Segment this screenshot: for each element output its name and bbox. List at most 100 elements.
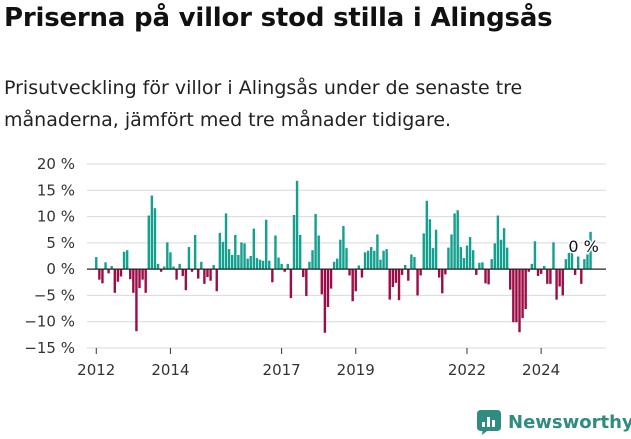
bar bbox=[240, 242, 243, 270]
bar bbox=[490, 259, 493, 270]
page-subtitle: Prisutveckling för villor i Alingsås und… bbox=[4, 77, 523, 131]
bar bbox=[441, 269, 444, 294]
bar bbox=[583, 259, 586, 270]
bar bbox=[153, 208, 157, 270]
bar bbox=[400, 269, 404, 275]
bar bbox=[218, 232, 222, 270]
bar bbox=[496, 215, 500, 270]
bar bbox=[246, 258, 249, 270]
bar bbox=[230, 254, 234, 270]
x-tick-label: 2024 bbox=[522, 361, 560, 379]
bar bbox=[212, 264, 215, 270]
bar bbox=[558, 269, 561, 287]
bar bbox=[138, 269, 141, 289]
bar bbox=[122, 251, 126, 270]
annotations: 0 % bbox=[567, 236, 600, 258]
bar bbox=[425, 200, 429, 270]
bar bbox=[203, 269, 206, 284]
bar bbox=[129, 269, 132, 280]
bar bbox=[345, 248, 348, 270]
bar bbox=[407, 269, 410, 281]
bar bbox=[274, 235, 277, 270]
bar bbox=[339, 239, 342, 270]
bar bbox=[515, 269, 518, 323]
bar bbox=[419, 269, 422, 276]
bar bbox=[193, 234, 197, 270]
x-axis-labels: 2012 2014 2017 2019 2022 2024 bbox=[77, 361, 560, 379]
bar bbox=[280, 263, 283, 270]
bar bbox=[502, 228, 506, 270]
bar bbox=[311, 250, 314, 270]
bar bbox=[172, 266, 175, 270]
bar bbox=[221, 241, 225, 270]
bar bbox=[135, 269, 138, 332]
y-tick-label: −15 % bbox=[24, 339, 75, 357]
y-tick-label: 5 % bbox=[46, 234, 75, 252]
bar bbox=[468, 237, 472, 270]
bar bbox=[200, 261, 203, 270]
bar bbox=[465, 245, 469, 270]
newsworthy-logo-icon bbox=[477, 410, 501, 435]
bar bbox=[434, 229, 438, 270]
bar bbox=[543, 265, 546, 270]
bar bbox=[391, 269, 395, 288]
bar bbox=[224, 213, 228, 270]
bar bbox=[546, 269, 549, 284]
bar bbox=[573, 269, 577, 275]
bar bbox=[119, 269, 123, 277]
bar bbox=[518, 269, 521, 333]
bar bbox=[394, 269, 398, 283]
bar bbox=[370, 247, 373, 270]
bar bbox=[576, 256, 580, 270]
bar bbox=[268, 260, 271, 270]
bar bbox=[243, 243, 246, 270]
x-tick-label: 2022 bbox=[448, 361, 486, 379]
bar bbox=[561, 269, 564, 296]
bar bbox=[187, 247, 191, 270]
bar bbox=[570, 247, 574, 270]
bar bbox=[326, 269, 330, 307]
bar bbox=[178, 263, 181, 270]
bar bbox=[376, 234, 379, 270]
bar bbox=[357, 265, 361, 270]
bar bbox=[382, 250, 385, 270]
bar bbox=[125, 250, 129, 270]
bar bbox=[302, 269, 305, 278]
bar bbox=[403, 264, 407, 270]
bar bbox=[410, 254, 413, 270]
bar bbox=[416, 269, 419, 296]
bar bbox=[509, 269, 512, 290]
bar bbox=[116, 269, 120, 282]
bar bbox=[589, 231, 592, 270]
bar bbox=[342, 226, 345, 270]
bar bbox=[159, 269, 163, 272]
x-tick-label: 2014 bbox=[151, 361, 189, 379]
y-tick-label: −5 % bbox=[34, 286, 75, 304]
bar bbox=[227, 249, 231, 270]
bar bbox=[190, 269, 194, 272]
bar bbox=[354, 269, 357, 292]
bar bbox=[289, 269, 293, 299]
bar bbox=[456, 210, 459, 270]
bar bbox=[481, 262, 484, 270]
bar bbox=[505, 247, 509, 270]
brand-name: Newsworthy bbox=[508, 411, 631, 433]
bar bbox=[397, 269, 401, 301]
y-tick-label: 10 % bbox=[37, 208, 75, 226]
bar bbox=[175, 269, 178, 280]
bar bbox=[450, 234, 453, 270]
bar bbox=[113, 269, 117, 293]
bar bbox=[298, 234, 302, 270]
bar bbox=[462, 258, 466, 270]
bar bbox=[95, 257, 98, 270]
bar bbox=[320, 269, 323, 295]
bar bbox=[314, 213, 317, 270]
bar bbox=[286, 263, 290, 270]
bar bbox=[255, 258, 259, 270]
bar bbox=[197, 269, 200, 279]
bar bbox=[499, 239, 503, 270]
bar bbox=[564, 259, 568, 270]
bar bbox=[181, 269, 184, 276]
bar bbox=[379, 259, 382, 270]
